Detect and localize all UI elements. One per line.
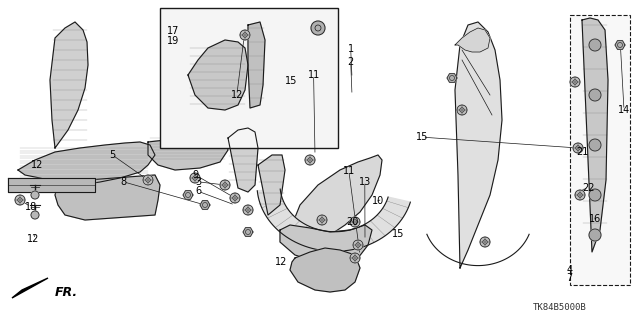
Text: 3: 3	[195, 177, 202, 187]
Text: 10: 10	[371, 196, 384, 206]
Text: 20: 20	[346, 217, 358, 227]
Polygon shape	[8, 178, 95, 192]
Text: FR.: FR.	[55, 286, 78, 299]
Polygon shape	[200, 201, 210, 209]
Circle shape	[240, 30, 250, 40]
Circle shape	[589, 39, 601, 51]
Text: 11: 11	[342, 166, 355, 176]
Circle shape	[589, 189, 601, 201]
Text: 13: 13	[358, 177, 371, 187]
Circle shape	[570, 77, 580, 87]
Polygon shape	[50, 22, 88, 148]
Polygon shape	[582, 18, 608, 252]
Text: 16: 16	[589, 214, 602, 225]
Text: 18: 18	[24, 202, 37, 212]
Text: 19: 19	[166, 36, 179, 46]
Polygon shape	[280, 225, 372, 265]
Polygon shape	[183, 191, 193, 199]
Circle shape	[190, 173, 200, 183]
Polygon shape	[188, 40, 248, 110]
Circle shape	[31, 191, 39, 199]
Circle shape	[243, 205, 253, 215]
Circle shape	[305, 155, 315, 165]
Text: 2: 2	[348, 57, 354, 67]
Circle shape	[573, 143, 583, 153]
Polygon shape	[455, 22, 502, 268]
Text: 1: 1	[348, 44, 354, 55]
Text: TK84B5000B: TK84B5000B	[533, 303, 587, 313]
Text: 14: 14	[618, 105, 630, 115]
Polygon shape	[12, 278, 48, 298]
Polygon shape	[455, 28, 490, 52]
Polygon shape	[228, 128, 258, 192]
Circle shape	[457, 105, 467, 115]
Text: 15: 15	[285, 76, 298, 86]
Bar	[570, 15, 630, 285]
Text: 5: 5	[109, 150, 115, 160]
Text: 6: 6	[195, 186, 202, 197]
Text: 4: 4	[566, 264, 573, 275]
Circle shape	[575, 190, 585, 200]
Circle shape	[31, 211, 39, 219]
Polygon shape	[447, 74, 457, 82]
Circle shape	[589, 139, 601, 151]
Polygon shape	[18, 142, 155, 185]
Polygon shape	[615, 41, 625, 49]
Circle shape	[15, 195, 25, 205]
Polygon shape	[258, 155, 285, 215]
Text: 22: 22	[582, 183, 595, 193]
Circle shape	[480, 237, 490, 247]
Circle shape	[230, 193, 240, 203]
Circle shape	[317, 215, 327, 225]
Polygon shape	[55, 175, 160, 220]
Polygon shape	[284, 155, 382, 242]
Circle shape	[311, 21, 325, 35]
Polygon shape	[290, 248, 360, 292]
Polygon shape	[248, 22, 265, 108]
Circle shape	[143, 175, 153, 185]
Circle shape	[589, 89, 601, 101]
Text: 21: 21	[576, 147, 589, 158]
Text: 8: 8	[120, 177, 127, 187]
Text: 12: 12	[31, 160, 44, 170]
Polygon shape	[148, 135, 228, 170]
Circle shape	[350, 217, 360, 227]
Polygon shape	[257, 189, 410, 251]
Circle shape	[589, 229, 601, 241]
Bar	[160, 8, 338, 148]
Polygon shape	[243, 228, 253, 236]
Text: 15: 15	[416, 132, 429, 142]
Text: 12: 12	[27, 234, 40, 244]
Text: 15: 15	[392, 229, 404, 240]
Text: 11: 11	[307, 70, 320, 80]
Text: 12: 12	[230, 90, 243, 100]
Text: 9: 9	[192, 170, 198, 180]
Text: 12: 12	[275, 256, 288, 267]
Circle shape	[220, 180, 230, 190]
Text: 7: 7	[566, 272, 573, 283]
Circle shape	[350, 253, 360, 263]
Text: 17: 17	[166, 26, 179, 36]
Circle shape	[353, 240, 363, 250]
